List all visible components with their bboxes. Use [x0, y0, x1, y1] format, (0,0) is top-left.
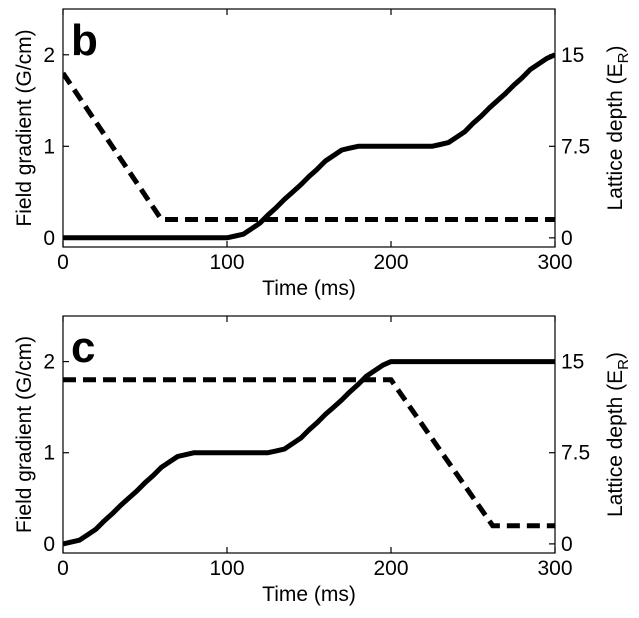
y2-tick-label: 15: [561, 44, 584, 67]
y2-tick-label: 7.5: [561, 135, 590, 158]
y2-axis-label-close: ): [604, 352, 627, 359]
panel-letter: b: [71, 16, 98, 65]
y2-axis-label-main: Lattice depth (E: [604, 370, 627, 517]
x-tick-label: 200: [373, 557, 408, 580]
y2-axis-label: Lattice depth (ER): [604, 46, 632, 211]
y-axis-label: Field gradient (G/cm): [13, 336, 36, 533]
series-solid-line: [63, 359, 555, 547]
panel-letter: c: [71, 323, 95, 372]
y-tick-label: 0: [43, 227, 55, 250]
y2-axis-label-main: Lattice depth (E: [604, 63, 627, 210]
plot-frame: [62, 315, 556, 554]
y2-axis-label-close: ): [604, 46, 627, 53]
series-dashed-line: [63, 71, 555, 222]
x-tick-label: 100: [209, 557, 244, 580]
series-solid-line: [63, 52, 555, 241]
x-axis-label: Time (ms): [262, 583, 356, 606]
y-tick-label: 2: [43, 351, 55, 374]
y-tick-label: 1: [43, 442, 55, 465]
series-dashed-line: [63, 377, 555, 529]
x-tick-label: 200: [373, 251, 408, 274]
x-tick-label: 0: [57, 557, 69, 580]
y-tick-label: 2: [43, 44, 55, 67]
y-tick-label: 0: [43, 533, 55, 556]
plot-frame: [62, 8, 556, 248]
x-axis-label: Time (ms): [262, 277, 356, 300]
y2-axis-label: Lattice depth (ER): [604, 352, 632, 517]
y2-tick-label: 0: [561, 533, 573, 556]
y-tick-label: 1: [43, 135, 55, 158]
x-tick-label: 300: [537, 251, 572, 274]
y2-tick-label: 7.5: [561, 442, 590, 465]
y2-tick-label: 15: [561, 351, 584, 374]
y-axis-label: Field gradient (G/cm): [13, 29, 36, 226]
y2-tick-label: 0: [561, 227, 573, 250]
y2-axis-label-subscript: R: [615, 52, 632, 63]
x-tick-label: 0: [57, 251, 69, 274]
x-tick-label: 100: [209, 251, 244, 274]
y2-axis-label-subscript: R: [615, 359, 632, 370]
x-tick-label: 300: [537, 557, 572, 580]
